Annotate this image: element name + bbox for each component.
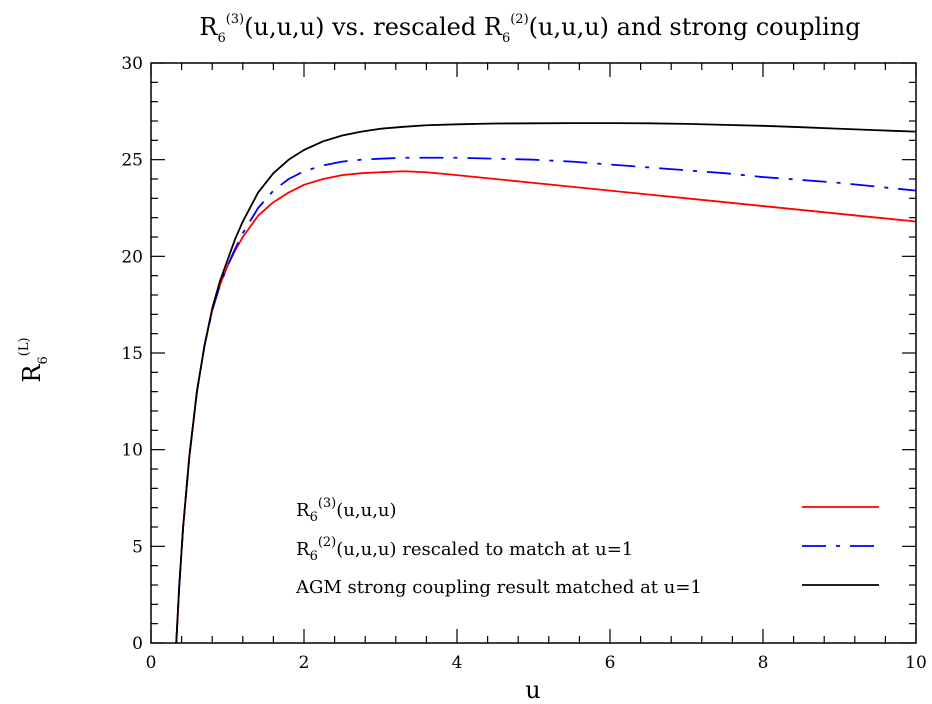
y-axis-label-subscript: 6 <box>36 356 51 364</box>
x-tick-label: 2 <box>299 653 310 673</box>
title-superscript: (2) <box>510 12 528 27</box>
x-tick-label: 10 <box>905 653 927 673</box>
series-line-r6-three-loop <box>175 170 917 644</box>
title-part: (u,u,u) vs. rescaled R <box>244 13 503 41</box>
title-part: (u,u,u) and strong coupling <box>529 13 861 41</box>
legend-label-r6-two-loop-rescaled: R6(2)(u,u,u) rescaled to match at u=1 <box>296 535 633 564</box>
title-subscript: 6 <box>502 31 510 46</box>
series-line-agm-strong-coupling <box>175 122 917 644</box>
y-axis-label-part: R <box>18 364 46 383</box>
y-tick-label: 30 <box>121 54 143 74</box>
plot-frame <box>150 62 917 644</box>
y-tick-label: 5 <box>132 537 143 557</box>
y-tick-label: 10 <box>121 441 143 461</box>
y-axis-label: R6 (L) <box>17 337 51 382</box>
title-part: R <box>199 13 218 41</box>
axis-tick-labels: 0 2 4 6 8 10 0 5 10 15 20 25 30 <box>121 54 926 673</box>
y-axis-label-superscript: (L) <box>17 337 32 356</box>
y-tick-label: 25 <box>121 151 143 171</box>
y-tick-label: 20 <box>121 247 143 267</box>
y-tick-label: 15 <box>121 344 143 364</box>
chart-title: R6(3)(u,u,u) vs. rescaled R6(2)(u,u,u) a… <box>199 12 860 46</box>
y-tick-label: 0 <box>132 634 143 654</box>
series-line-r6-two-loop-rescaled <box>175 156 917 644</box>
x-tick-label: 4 <box>452 653 463 673</box>
x-axis-label: u <box>525 676 540 704</box>
x-tick-label: 0 <box>146 653 157 673</box>
legend-label-r6-three-loop: R6(3)(u,u,u) <box>296 496 397 525</box>
legend: R6(3)(u,u,u) R6(2)(u,u,u) rescaled to ma… <box>295 496 879 598</box>
series-group <box>175 122 917 644</box>
x-tick-label: 6 <box>605 653 616 673</box>
axis-ticks <box>150 62 917 644</box>
title-subscript: 6 <box>217 31 225 46</box>
x-tick-label: 8 <box>758 653 769 673</box>
legend-label-agm-strong-coupling: AGM strong coupling result matched at u=… <box>295 577 702 598</box>
title-superscript: (3) <box>226 12 244 27</box>
